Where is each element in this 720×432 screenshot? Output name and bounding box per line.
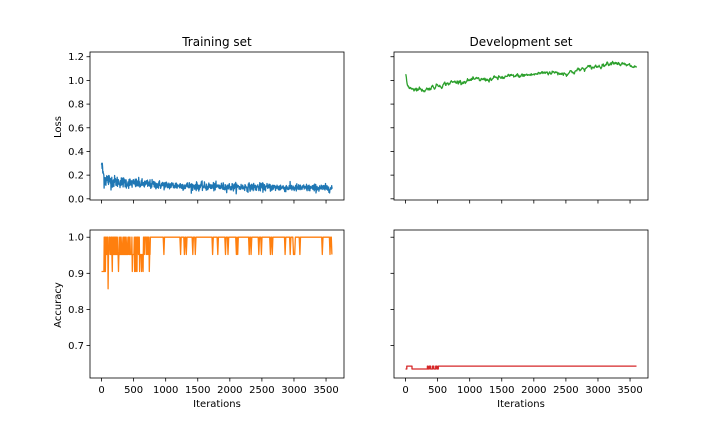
y-tick-label: 0.2 (68, 171, 84, 182)
series-line-3-0 (405, 365, 637, 370)
x-tick-label: 3500 (313, 385, 338, 396)
training-iterations-xlabel: Iterations (193, 399, 241, 410)
x-tick-label: 3000 (281, 385, 306, 396)
y-tick-label: 0.0 (68, 194, 84, 205)
data-layer (101, 236, 333, 290)
axes-frame (89, 51, 345, 201)
x-tick-label: 1000 (457, 385, 482, 396)
training-accuracy-panel: Accuracy Iterations 0 500 1000 1500 2000 2500… (53, 229, 345, 410)
y-tick-label: 1.0 (68, 76, 84, 87)
axes-frame (89, 229, 345, 379)
x-tick-label: 3500 (617, 385, 642, 396)
x-tick-label: 3000 (585, 385, 610, 396)
y-tick-label: 0.8 (68, 305, 84, 316)
y-tick-label: 0.9 (68, 269, 84, 280)
x-tick-label: 0 (402, 385, 408, 396)
development-loss-title: Development set (470, 35, 573, 49)
y-tick-label: 1.0 (68, 233, 84, 244)
y-tick-label: 0.4 (68, 147, 84, 158)
series-line-2-0 (101, 236, 333, 290)
loss-ylabel: Loss (53, 116, 64, 138)
x-tick-label: 1500 (185, 385, 210, 396)
x-tick-label: 2500 (553, 385, 578, 396)
development-accuracy-panel: Iterations 0 500 1000 1500 2000 2500 3000 3500 (390, 229, 649, 410)
y-tick-label: 0.6 (68, 123, 84, 134)
x-tick-label: 1500 (489, 385, 514, 396)
axes-frame (393, 229, 649, 379)
data-layer (100, 162, 333, 195)
x-tick-label: 1000 (153, 385, 178, 396)
data-layer (405, 60, 638, 93)
axes-frame (393, 51, 649, 201)
development-iterations-xlabel: Iterations (497, 399, 545, 410)
y-tick-label: 0.8 (68, 100, 84, 111)
development-loss-panel: Development set (390, 35, 649, 204)
series-line-0-0 (100, 162, 333, 195)
accuracy-ylabel: Accuracy (53, 282, 64, 328)
y-tick-label: 0.7 (68, 341, 84, 352)
x-tick-label: 500 (124, 385, 143, 396)
y-tick-label: 1.2 (68, 52, 84, 63)
training-loss-title: Training set (181, 35, 252, 49)
training-loss-panel: Training set Loss 0.0 0.2 0.4 0.6 0.8 1.0 1.2 (53, 35, 345, 205)
x-tick-label: 0 (98, 385, 104, 396)
data-layer (405, 365, 637, 370)
x-tick-label: 2000 (521, 385, 546, 396)
series-line-1-0 (405, 60, 638, 93)
x-tick-label: 2500 (249, 385, 274, 396)
x-tick-label: 2000 (217, 385, 242, 396)
x-tick-label: 500 (428, 385, 447, 396)
